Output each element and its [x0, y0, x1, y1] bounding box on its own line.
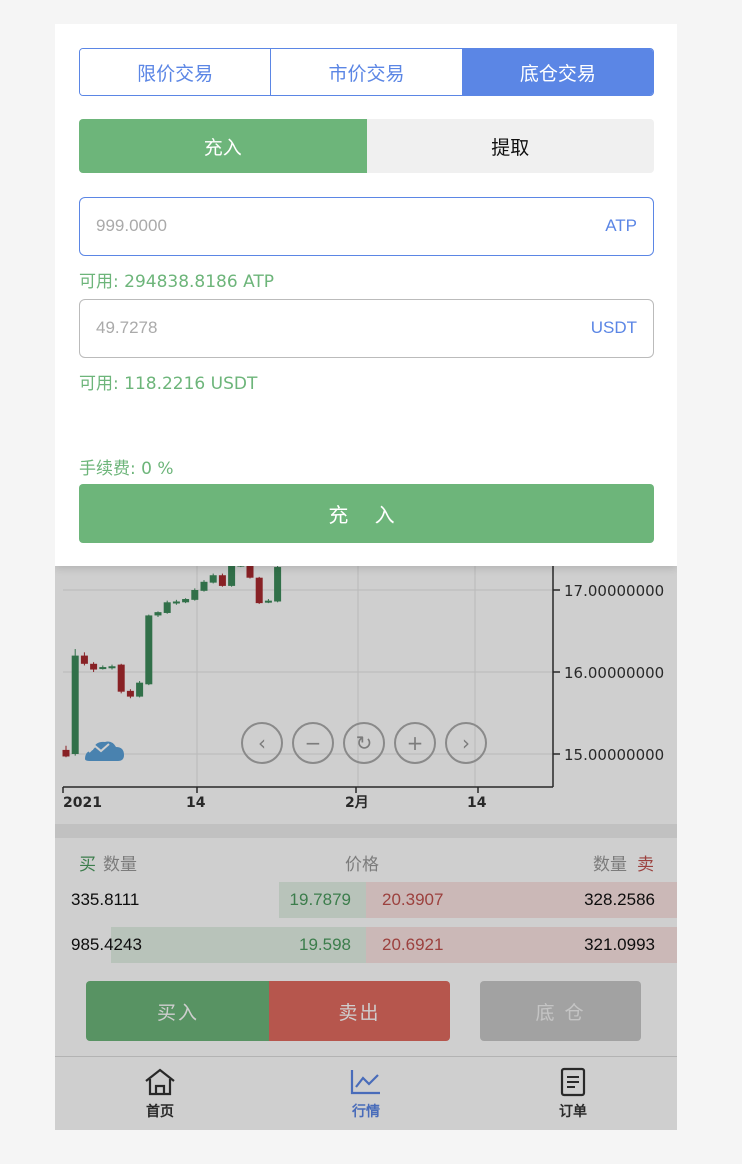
candle-body	[264, 600, 272, 603]
tab-market-label: 行情	[352, 1104, 380, 1120]
buy-qty: 985.4243	[71, 935, 142, 954]
y-tick-label: 16.00000000	[564, 664, 664, 682]
chevron-right-icon[interactable]: ›	[445, 722, 487, 764]
reset-icon[interactable]: ↻	[343, 722, 385, 764]
candle-body	[163, 602, 171, 613]
chevron-left-icon[interactable]: ‹	[241, 722, 283, 764]
phone-screen: 15.00000000 16.00000000 17.00000000 2021 14…	[55, 24, 677, 1130]
buy-qty: 335.8111	[71, 890, 140, 909]
candle-body	[145, 615, 153, 685]
sell-header-label: 卖	[637, 855, 654, 875]
sell-qty: 328.2586	[584, 890, 655, 909]
candle-body	[255, 577, 263, 604]
sell-price: 20.3907	[382, 890, 444, 909]
candle-body	[274, 567, 282, 602]
y-tick-label: 15.00000000	[564, 746, 664, 764]
bottom-tab-bar: 首页 行情 订单	[55, 1056, 677, 1130]
sell-button[interactable]: 卖出	[269, 981, 450, 1041]
x-tick-label: 14	[186, 795, 206, 811]
tab-limit-trade[interactable]: 限价交易	[80, 49, 272, 95]
deposit-submit-button[interactable]: 充 入	[79, 484, 654, 543]
usdt-amount-input[interactable]	[96, 300, 536, 356]
kline-chart-svg: 15.00000000 16.00000000 17.00000000 2021 14…	[62, 514, 664, 811]
document-icon	[560, 1067, 586, 1097]
tab-market-trade[interactable]: 市价交易	[271, 49, 463, 95]
usdt-amount-field: USDT	[79, 299, 654, 358]
line-chart-icon	[350, 1070, 380, 1095]
candle-body	[228, 565, 236, 586]
candle-body	[90, 663, 98, 670]
tab-base-trade[interactable]: 底仓交易	[462, 49, 653, 95]
candle-body	[200, 581, 208, 591]
sell-qty-header: 数量	[593, 855, 627, 875]
buy-header-label: 买	[79, 855, 96, 875]
home-icon	[145, 1068, 175, 1096]
orderbook-row[interactable]: 335.8111 19.7879 20.3907 328.2586	[55, 882, 677, 918]
candle-body	[246, 565, 254, 578]
atp-available-text: 可用: 294838.8186 ATP	[79, 272, 275, 292]
section-divider	[55, 824, 677, 838]
orderbook-row[interactable]: 985.4243 19.598 20.6921 321.0993	[55, 927, 677, 963]
candle-body	[117, 664, 125, 692]
direction-toggle: 充入 提取	[79, 119, 654, 173]
tab-home-label: 首页	[146, 1104, 174, 1120]
tab-home[interactable]: 首页	[100, 1067, 220, 1121]
candle-body	[191, 590, 199, 600]
sell-depth-bar	[366, 882, 677, 918]
buy-depth-bar	[278, 882, 366, 918]
candle-body	[172, 601, 180, 604]
candle-body	[99, 667, 107, 670]
trade-mode-tabs: 限价交易 市价交易 底仓交易	[79, 48, 654, 96]
base-trade-panel: 限价交易 市价交易 底仓交易 充入 提取 ATP 可用: 294838.8186…	[55, 24, 677, 566]
cloud-logo-icon	[85, 741, 124, 761]
deposit-tab[interactable]: 充入	[79, 119, 367, 173]
candle-body	[218, 575, 226, 586]
tab-orders[interactable]: 订单	[513, 1067, 633, 1121]
atp-unit-label: ATP	[605, 216, 637, 235]
sell-qty: 321.0993	[584, 935, 655, 954]
buy-price: 19.7879	[289, 890, 351, 909]
atp-amount-input[interactable]	[96, 198, 536, 254]
chart-controls: ‹ − ↻ + ›	[241, 722, 487, 764]
candle-body	[80, 655, 88, 664]
candle-body	[182, 599, 190, 603]
zoom-in-icon[interactable]: +	[394, 722, 436, 764]
x-tick-label: 2021	[63, 795, 102, 811]
candle-body	[209, 575, 217, 583]
candle-body	[154, 612, 162, 616]
candle-body	[126, 690, 134, 697]
base-position-button[interactable]: 底 仓	[480, 981, 641, 1041]
order-book: 买 数量 价格 数量 卖 335.8111 19.7879 20.3907 32…	[55, 838, 677, 968]
withdraw-tab[interactable]: 提取	[491, 136, 530, 159]
tab-market[interactable]: 行情	[306, 1067, 426, 1121]
candle-body	[108, 666, 116, 669]
price-header: 价格	[345, 855, 379, 875]
usdt-unit-label: USDT	[590, 318, 637, 337]
atp-amount-field: ATP	[79, 197, 654, 256]
buy-qty-header: 数量	[103, 855, 137, 875]
x-tick-label: 2月	[345, 795, 369, 811]
usdt-available-text: 可用: 118.2216 USDT	[79, 374, 258, 394]
sell-depth-bar	[366, 927, 677, 963]
fee-text: 手续费: 0 %	[79, 459, 174, 479]
candle-body	[71, 655, 79, 754]
tab-orders-label: 订单	[559, 1104, 587, 1120]
candle-body	[136, 682, 144, 697]
y-tick-label: 17.00000000	[564, 582, 664, 600]
buy-price: 19.598	[299, 935, 351, 954]
action-bar: 买入 卖出 底 仓	[55, 968, 677, 1054]
zoom-out-icon[interactable]: −	[292, 722, 334, 764]
sell-price: 20.6921	[382, 935, 444, 954]
candle-body	[62, 749, 70, 757]
buy-depth-bar	[110, 927, 366, 963]
x-tick-label: 14	[467, 795, 487, 811]
buy-button[interactable]: 买入	[86, 981, 270, 1041]
